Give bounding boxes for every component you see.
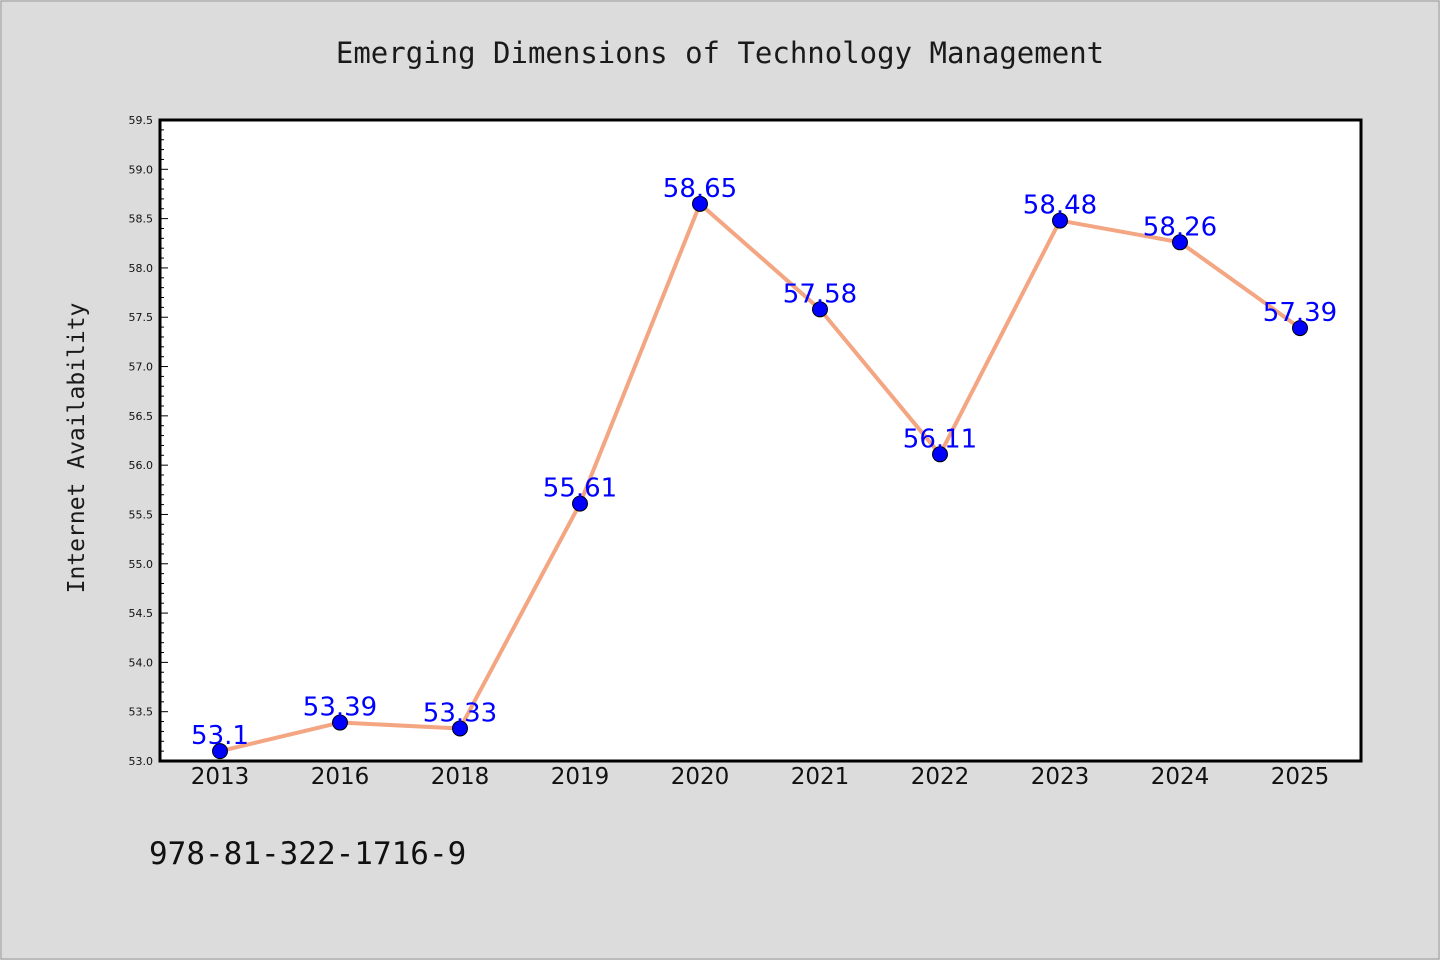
- data-point: [1292, 320, 1308, 337]
- y-tick-label: 57.0: [129, 361, 154, 374]
- data-label: 56.11: [903, 424, 977, 454]
- x-tick-label: 2021: [791, 764, 850, 790]
- data-label: 53.39: [303, 693, 377, 723]
- data-label: 53.33: [423, 698, 497, 728]
- y-tick-label: 57.5: [129, 311, 154, 324]
- series-line: [219, 201, 1302, 754]
- data-point: [1052, 212, 1068, 229]
- data-label: 58.26: [1143, 212, 1217, 242]
- y-axis-label: Internet Availability: [64, 303, 90, 594]
- x-tick-label: 2018: [431, 764, 490, 790]
- y-tick-label: 59.0: [129, 163, 154, 176]
- data-point: [212, 743, 228, 760]
- x-tick-label: 2024: [1151, 764, 1210, 790]
- x-tick-label: 2013: [191, 764, 250, 790]
- y-tick-label: 56.0: [129, 459, 154, 472]
- y-tick-label: 56.5: [129, 410, 154, 423]
- series-layer: 53.1 53.39 53.33 55.61 58.65 57.58 56.11 58.48 5…: [191, 174, 1337, 760]
- data-label: 53.1: [191, 721, 249, 751]
- y-tick-label: 54.5: [129, 607, 154, 620]
- y-tick-label: 53.5: [129, 706, 154, 719]
- x-tick-label: 2016: [311, 764, 370, 790]
- x-tick-label: 2025: [1271, 764, 1330, 790]
- y-tick-label: 55.0: [129, 558, 154, 571]
- data-label: 55.61: [543, 474, 617, 504]
- y-tick-label: 59.5: [129, 114, 154, 127]
- y-tick-label: 54.0: [129, 656, 154, 669]
- data-point: [1172, 234, 1188, 251]
- y-tick-label: 53.0: [129, 755, 154, 768]
- x-tick-label: 2020: [671, 764, 730, 790]
- y-tick-label: 58.5: [129, 213, 154, 226]
- data-point: [812, 301, 828, 318]
- y-axis: 53.0 53.5 54.0 54.5 55.0 55.5 56.0 56.5 57.0 57.5…: [129, 114, 168, 768]
- x-tick-label: 2023: [1031, 764, 1090, 790]
- x-tick-label: 2019: [551, 764, 610, 790]
- data-point: [932, 446, 948, 463]
- data-point: [572, 495, 588, 512]
- x-tick-label: 2022: [911, 764, 970, 790]
- footnote-isbn: 978-81-322-1716-9: [149, 836, 466, 872]
- data-point: [452, 720, 468, 737]
- x-axis: 2013 2016 2018 2019 2020 2021 2022 2023 2024 2025: [191, 764, 1330, 790]
- data-label: 58.48: [1023, 191, 1097, 221]
- plot-area: [158, 118, 1363, 763]
- y-tick-label: 55.5: [129, 508, 154, 521]
- data-label: 57.39: [1263, 298, 1337, 328]
- y-tick-label: 58.0: [129, 262, 154, 275]
- data-point: [332, 714, 348, 731]
- data-point: [692, 195, 708, 212]
- data-label: 57.58: [783, 279, 857, 309]
- chart-title: Emerging Dimensions of Technology Manage…: [336, 36, 1104, 70]
- data-label: 58.65: [663, 174, 737, 204]
